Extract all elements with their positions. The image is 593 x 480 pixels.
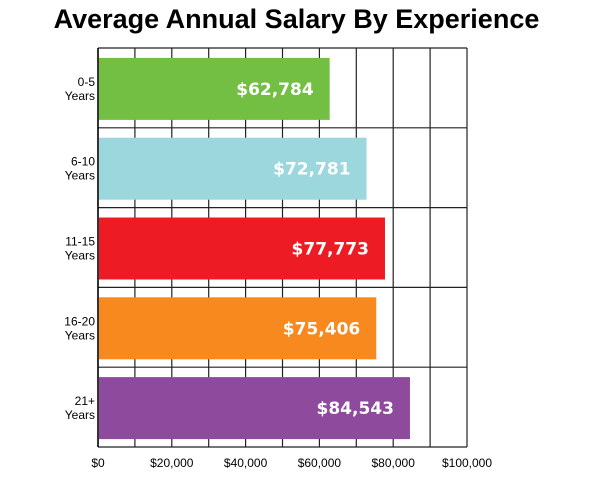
x-tick-label: $40,000	[224, 456, 268, 470]
bar-value-label: $72,781	[273, 160, 350, 180]
bar-value-label: $77,773	[292, 240, 369, 260]
category-label: 6-10	[71, 155, 95, 169]
bar-value-label: $75,406	[283, 319, 360, 339]
bar	[99, 137, 367, 200]
bar	[99, 297, 377, 360]
category-label: Years	[65, 408, 95, 422]
category-label: Years	[65, 169, 95, 183]
x-tick-label: $60,000	[298, 456, 342, 470]
x-tick-label: $80,000	[372, 456, 416, 470]
bar-value-label: $62,784	[236, 80, 314, 100]
category-label: 16-20	[64, 314, 95, 328]
category-labels: 0-5Years6-10Years11-15Years16-20Years21+…	[64, 75, 95, 422]
category-label: 11-15	[65, 235, 95, 249]
bar-value-label: $84,543	[317, 399, 394, 419]
category-label: Years	[65, 328, 95, 342]
category-label: Years	[65, 249, 95, 263]
category-label: 0-5	[78, 75, 96, 89]
bars: $62,784 $72,781 $77,773 $75,406 $84,543	[99, 57, 410, 440]
bar	[99, 57, 330, 120]
bar	[99, 217, 385, 280]
category-label: Years	[65, 89, 95, 103]
x-tick-label: $20,000	[150, 456, 194, 470]
chart-title: Average Annual Salary By Experience	[53, 4, 540, 34]
category-label: 21+	[75, 394, 95, 408]
x-tick-label: $100,000	[442, 456, 492, 470]
x-tick-label: $0	[91, 456, 105, 470]
bar	[99, 377, 410, 440]
x-axis-tick-labels: $0 $20,000 $40,000 $60,000 $80,000 $100,000	[91, 456, 492, 470]
